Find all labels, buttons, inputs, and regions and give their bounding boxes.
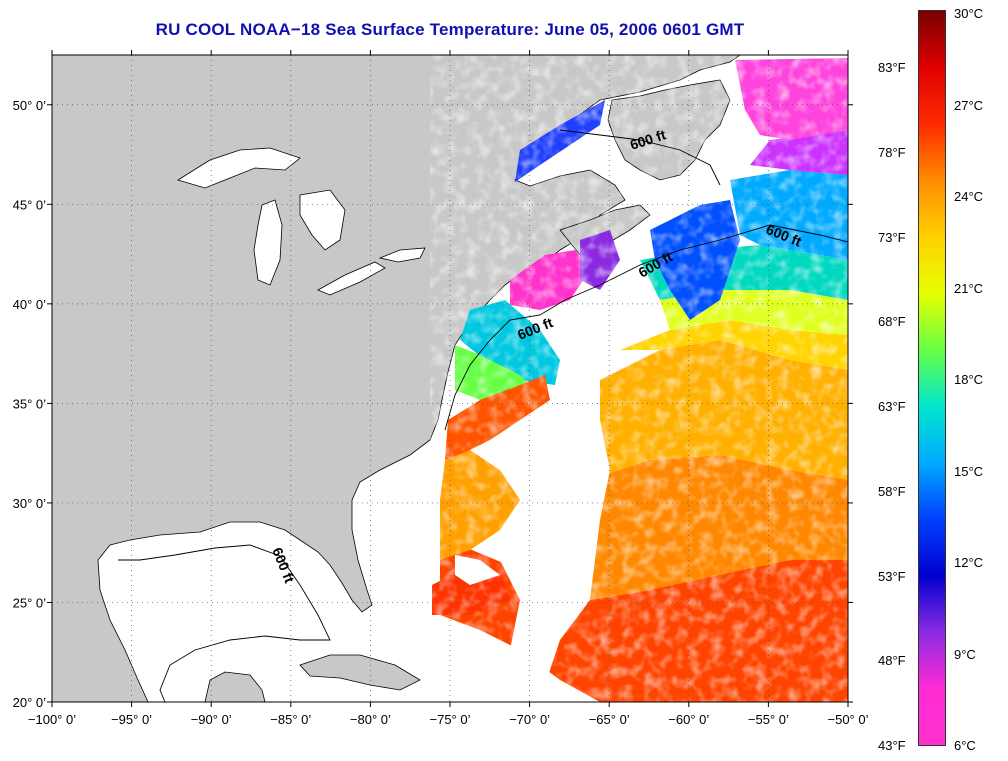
- colorbar-fahrenheit-label: 73°F: [878, 229, 906, 245]
- colorbar-celsius-label: 27°C: [954, 97, 984, 113]
- lake-michigan: [253, 199, 283, 286]
- colorbar-celsius-label: 6°C: [954, 738, 976, 753]
- land-yucatan: [204, 671, 266, 702]
- colorbar-fahrenheit-label: 48°F: [878, 653, 906, 669]
- lat-tick-label: 30° 0’: [13, 496, 47, 511]
- lat-tick-label: 45° 0’: [13, 197, 47, 212]
- colorbar-celsius-label: 9°C: [954, 646, 976, 662]
- contour-600ft-labrador: [559, 129, 721, 186]
- lon-tick-label: −50° 0’: [828, 712, 869, 727]
- lat-tick-label: 35° 0’: [13, 396, 47, 411]
- lat-tick-label: 25° 0’: [13, 595, 47, 610]
- lon-tick-label: −70° 0’: [509, 712, 550, 727]
- colorbar-celsius-label: 24°C: [954, 189, 984, 204]
- lon-tick-label: −90° 0’: [191, 712, 232, 727]
- colorbar-celsius-label: 15°C: [954, 463, 984, 479]
- lake-superior: [177, 147, 301, 189]
- lon-tick-label: −75° 0’: [430, 712, 471, 727]
- colorbar-celsius-label: 12°C: [954, 555, 984, 570]
- colorbar-fahrenheit-label: 68°F: [878, 314, 906, 330]
- lat-tick-label: 40° 0’: [13, 297, 47, 312]
- lat-tick-label: 20° 0’: [13, 695, 47, 710]
- axis-ticks: −100° 0’ −95° 0’ −90° 0’ −85° 0’ −80° 0’ −75°…: [13, 50, 869, 727]
- colorbar-fahrenheit-label: 83°F: [878, 60, 906, 75]
- lake-huron: [299, 189, 346, 251]
- colorbar-celsius-label: 21°C: [954, 280, 984, 296]
- sst-swath: [430, 55, 848, 702]
- contour-600ft-gulf: [118, 544, 331, 702]
- contour-600ft-east-coast: [444, 224, 848, 431]
- lake-erie: [317, 261, 386, 296]
- colorbar-fahrenheit-label: 63°F: [878, 399, 906, 414]
- page-title: RU COOL NOAA−18 Sea Surface Temperature:…: [155, 20, 745, 39]
- temperature-colorbar: [918, 10, 946, 746]
- colorbar-celsius-label: 30°C: [954, 6, 984, 21]
- lon-tick-label: −65° 0’: [589, 712, 630, 727]
- land-cuba: [299, 654, 421, 691]
- lake-ontario: [378, 247, 426, 263]
- lat-tick-label: 50° 0’: [13, 98, 47, 113]
- lon-tick-label: −95° 0’: [111, 712, 152, 727]
- colorbar-celsius-label: 18°C: [954, 372, 984, 387]
- colorbar-fahrenheit-label: 43°F: [878, 738, 906, 753]
- lon-tick-label: −100° 0’: [28, 712, 76, 727]
- colorbar-fahrenheit-label: 78°F: [878, 144, 906, 160]
- lon-tick-label: −60° 0’: [668, 712, 709, 727]
- lon-tick-label: −80° 0’: [350, 712, 391, 727]
- lon-tick-label: −55° 0’: [748, 712, 789, 727]
- colorbar-fahrenheit-label: 53°F: [878, 568, 906, 584]
- colorbar-fahrenheit-label: 58°F: [878, 483, 906, 499]
- lon-tick-label: −85° 0’: [270, 712, 311, 727]
